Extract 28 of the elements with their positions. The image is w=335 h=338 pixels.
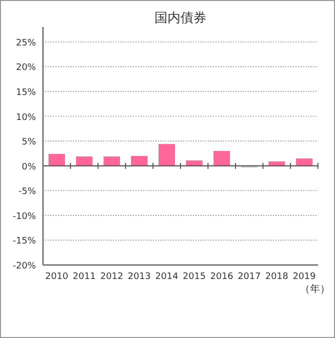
x-tick-label: 2019 xyxy=(292,272,316,282)
y-tick-label: 25% xyxy=(16,38,36,48)
y-tick-label: -10% xyxy=(12,212,36,222)
chart-title: 国内債券 xyxy=(154,11,206,26)
bar xyxy=(158,144,175,166)
y-tick-label: 0% xyxy=(22,162,36,172)
x-tick-label: 2015 xyxy=(182,272,206,282)
bar xyxy=(104,156,120,166)
x-tick-label: 2014 xyxy=(155,272,178,282)
x-tick-label: 2018 xyxy=(265,272,288,282)
bar xyxy=(76,156,92,166)
x-tick-label: 2012 xyxy=(100,272,124,282)
y-tick-label: 10% xyxy=(16,112,36,123)
y-tick-label: 5% xyxy=(22,138,36,148)
y-tick-label: 20% xyxy=(16,63,36,74)
y-tick-label: -20% xyxy=(12,262,36,272)
bar xyxy=(48,154,65,166)
x-tick-label: 2016 xyxy=(210,272,234,282)
y-tick-label: -5% xyxy=(18,187,36,198)
bar xyxy=(214,150,230,166)
bar xyxy=(131,156,148,166)
x-axis-title: （年） xyxy=(300,283,330,295)
x-tick-label: 2017 xyxy=(238,272,261,282)
y-tick-label: 15% xyxy=(16,88,36,98)
y-tick-label: -15% xyxy=(12,236,36,247)
x-tick-label: 2010 xyxy=(45,272,68,282)
x-tick-label: 2013 xyxy=(128,272,151,282)
x-tick-label: 2011 xyxy=(72,272,96,282)
